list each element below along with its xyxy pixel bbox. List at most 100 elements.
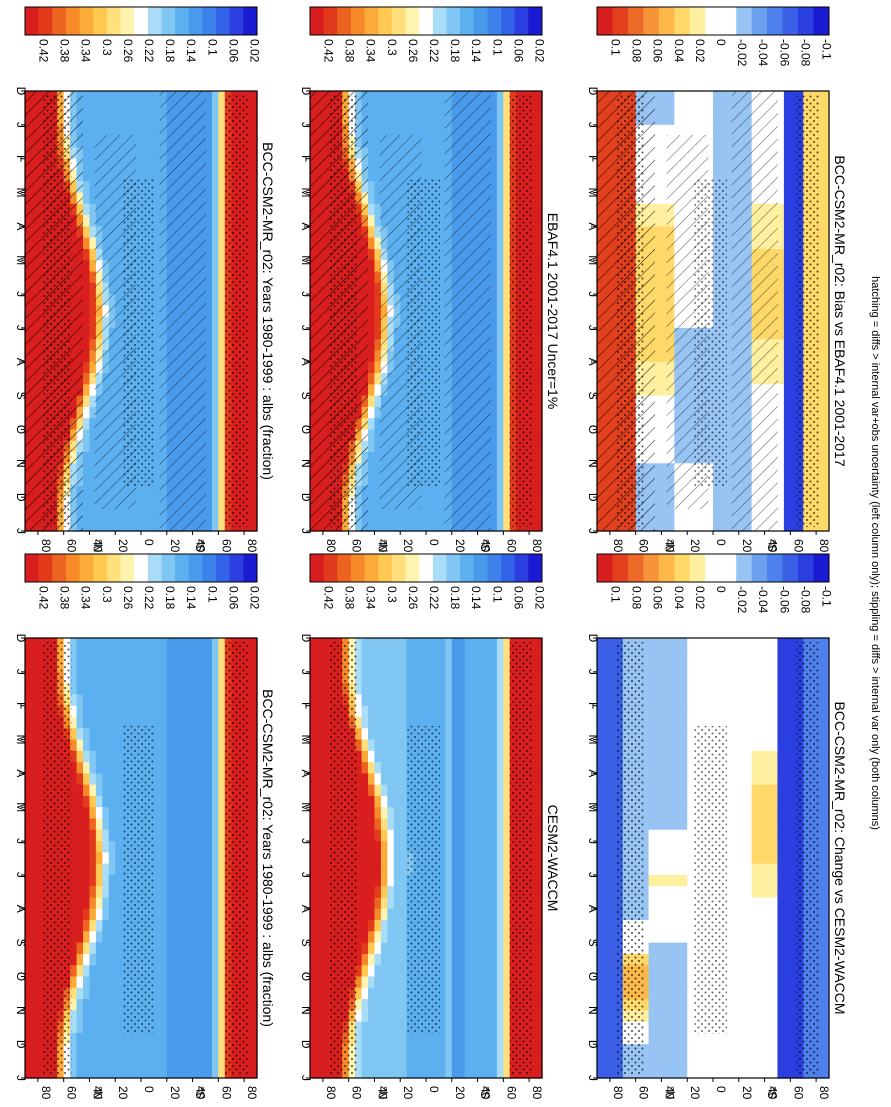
heatmap-cell	[380, 508, 388, 521]
heatmap-cell	[706, 91, 714, 103]
heatmap-cell	[83, 102, 91, 115]
heatmap-cell	[153, 350, 161, 363]
heatmap-cell	[153, 226, 161, 239]
heatmap-cell	[661, 440, 669, 453]
heatmap-cell	[250, 271, 258, 284]
heatmap-cell	[719, 508, 727, 521]
heatmap-cell	[153, 660, 161, 673]
heatmap-cell	[655, 373, 663, 385]
heatmap-cell	[790, 181, 798, 194]
heatmap-cell	[380, 124, 388, 137]
heatmap-cell	[368, 203, 376, 216]
heatmap-cell	[535, 519, 543, 532]
heatmap-cell	[31, 739, 39, 752]
heatmap-cell	[121, 683, 129, 696]
heatmap-cell	[687, 124, 695, 137]
heatmap-cell	[76, 750, 84, 763]
heatmap-cell	[496, 361, 504, 374]
heatmap-cell	[374, 102, 382, 115]
heatmap-cell	[413, 519, 421, 532]
heatmap-cell	[822, 485, 830, 498]
heatmap-cell	[368, 113, 376, 126]
heatmap-cell	[83, 124, 91, 137]
heatmap-cell	[102, 716, 110, 729]
heatmap-cell	[76, 773, 84, 786]
heatmap-cell	[777, 327, 785, 340]
heatmap-cell	[89, 282, 97, 295]
heatmap-cell	[199, 716, 207, 729]
colorbar-tick-label: 0.22	[142, 39, 156, 63]
heatmap-cell	[783, 373, 791, 385]
heatmap-cell	[153, 102, 161, 115]
lat-tick-label: 20	[168, 539, 182, 553]
heatmap-cell	[380, 519, 388, 532]
colorbar-tick-label: 0.42	[322, 39, 336, 63]
heatmap-cell	[218, 260, 226, 273]
colorbar-tick-label: -0.08	[798, 39, 812, 67]
heatmap-cell	[822, 361, 830, 374]
heatmap-cell	[535, 248, 543, 261]
heatmap-cell	[713, 158, 721, 171]
heatmap-cell	[76, 795, 84, 808]
heatmap-cell	[535, 237, 543, 250]
heatmap-cell	[822, 192, 830, 205]
heatmap-cell	[496, 158, 504, 171]
heatmap-cell	[438, 91, 446, 103]
heatmap-cell	[205, 294, 213, 306]
heatmap-cell	[490, 395, 498, 408]
month-label: M	[299, 255, 313, 265]
month-label: F	[14, 155, 28, 162]
month-label: J	[299, 291, 313, 297]
heatmap-cell	[719, 136, 727, 149]
heatmap-cell	[211, 660, 219, 673]
heatmap-cell	[655, 350, 663, 363]
heatmap-cell	[680, 102, 688, 115]
heatmap-cell	[37, 739, 45, 752]
heatmap-cell	[719, 497, 727, 510]
hemisphere-label: °N	[376, 539, 390, 552]
heatmap-cell	[777, 169, 785, 182]
heatmap-cell	[134, 91, 142, 103]
heatmap-cell	[368, 418, 376, 431]
colorbar-tick-label: 0.38	[58, 39, 72, 63]
heatmap-cell	[95, 728, 103, 741]
heatmap-cell	[153, 739, 161, 752]
heatmap-cell	[387, 519, 395, 532]
heatmap-cell	[374, 260, 382, 273]
heatmap-cell	[250, 113, 258, 126]
heatmap-cell	[503, 136, 511, 149]
heatmap-cell	[790, 294, 798, 306]
heatmap-cell	[693, 124, 701, 137]
heatmap-cell	[393, 519, 401, 532]
month-label: M	[299, 188, 313, 198]
heatmap-cell	[70, 638, 78, 650]
heatmap-cell	[777, 452, 785, 464]
heatmap-cell	[655, 113, 663, 126]
heatmap-cell	[147, 660, 155, 673]
heatmap-cell	[496, 474, 504, 487]
heatmap-cell	[503, 463, 511, 476]
heatmap-cell	[166, 728, 174, 741]
heatmap-cell	[674, 91, 682, 103]
heatmap-cell	[147, 136, 155, 149]
lat-tick-label: 20	[116, 539, 130, 553]
heatmap-cell	[438, 361, 446, 374]
heatmap-cell	[102, 519, 110, 532]
heatmap-cell	[700, 91, 708, 103]
colorbar-swatch	[310, 7, 325, 35]
heatmap-cell	[674, 113, 682, 126]
heatmap-cell	[674, 124, 682, 137]
heatmap-cell	[438, 147, 446, 160]
heatmap-cell	[173, 716, 181, 729]
heatmap-cell	[115, 638, 123, 650]
heatmap-cell	[706, 102, 714, 115]
colorbar-swatch	[674, 7, 691, 35]
heatmap-cell	[218, 91, 226, 103]
heatmap-cell	[83, 294, 91, 306]
heatmap-cell	[374, 452, 382, 464]
heatmap-cell	[661, 395, 669, 408]
heatmap-cell	[438, 136, 446, 149]
heatmap-cell	[413, 91, 421, 103]
heatmap-cell	[250, 418, 258, 431]
heatmap-cell	[535, 463, 543, 476]
